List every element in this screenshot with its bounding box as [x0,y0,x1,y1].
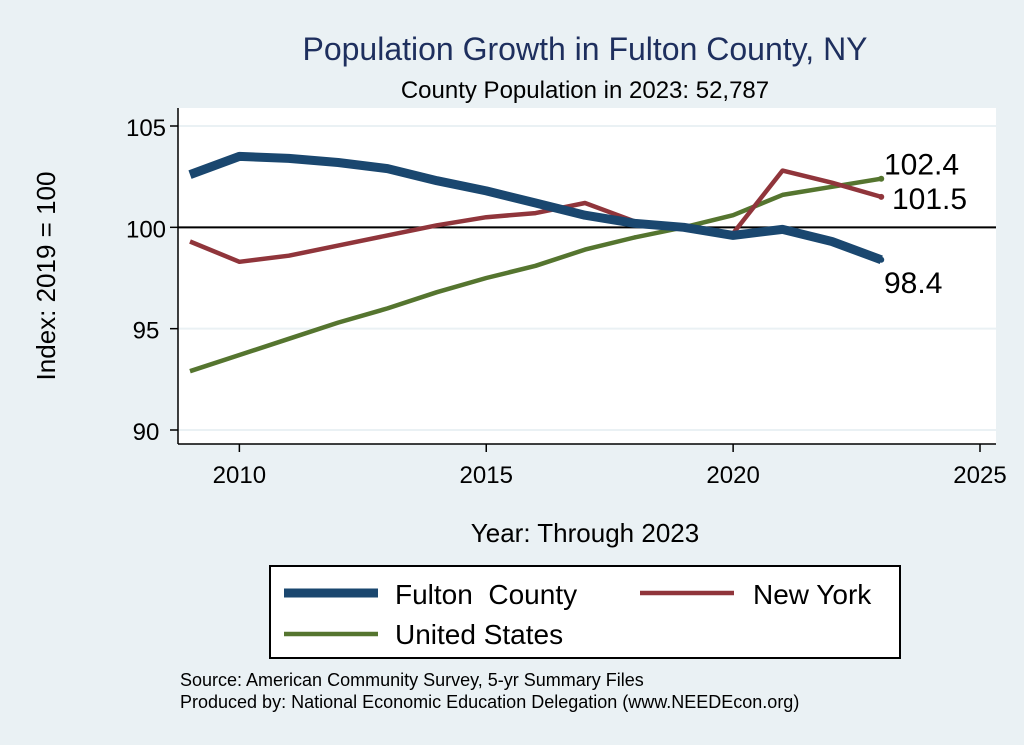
x-tick-label-2015: 2015 [460,462,513,489]
series-endpoint-united-states [878,175,885,182]
legend-box [269,565,901,659]
chart-subtitle: County Population in 2023: 52,787 [401,77,769,104]
x-tick-label-2020: 2020 [706,462,759,489]
x-axis-title: Year: Through 2023 [471,518,699,548]
series-line-fulton-county [188,151,883,265]
tick-labels: 90 95 100 105 2010 2015 2020 2025 [126,115,1007,489]
series-endpoint-fulton-county [878,256,885,263]
chart-title: Population Growth in Fulton County, NY [302,31,867,67]
y-axis-title: Index: 2019 = 100 [31,172,61,381]
source-line: Source: American Community Survey, 5-yr … [180,670,644,690]
legend-label-new-york: New York [753,579,872,610]
y-tick-label-100: 100 [126,216,166,243]
y-tick-label-105: 105 [126,115,166,142]
series-line-united-states [189,176,882,374]
end-label-new-york: 101.5 [892,183,967,216]
end-label-united-states: 102.4 [884,149,959,182]
legend: Fulton County New York United States [269,565,901,659]
legend-label-united-states: United States [395,619,563,650]
y-tick-label-90: 90 [133,419,160,446]
end-label-fulton-county: 98.4 [884,267,942,300]
series-endpoint-new-york [878,193,885,200]
x-tick-label-2010: 2010 [213,462,266,489]
series-line-new-york [189,168,882,265]
produced-by-line: Produced by: National Economic Education… [180,692,799,712]
x-tick-label-2025: 2025 [953,462,1006,489]
y-tick-label-95: 95 [133,318,160,345]
axes [170,108,996,452]
legend-label-fulton-county: Fulton County [395,579,577,610]
series-lines [188,151,885,374]
